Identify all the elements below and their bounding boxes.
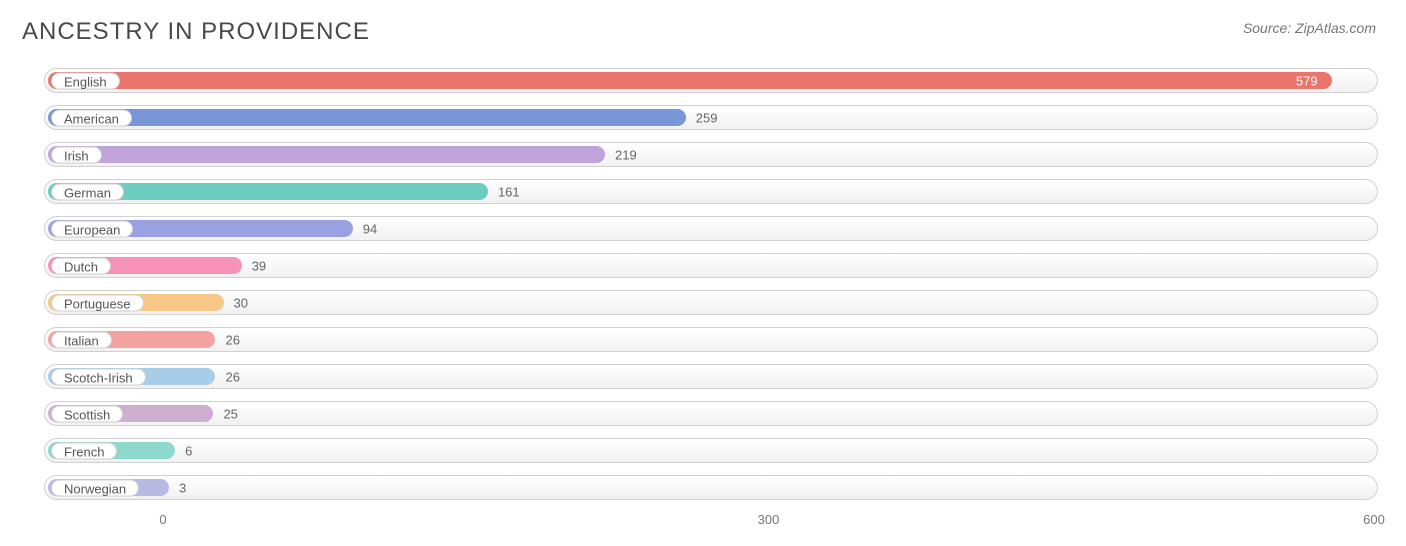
x-axis: 0300600 (44, 512, 1378, 536)
bar-track: German 161 (44, 179, 1378, 204)
bar-inner: Portuguese 30 (48, 294, 1374, 311)
bar-track: Italian 26 (44, 327, 1378, 352)
bar-track: Irish 219 (44, 142, 1378, 167)
bar-label: Scotch-Irish (51, 368, 146, 385)
bar-value: 39 (252, 258, 266, 273)
bar-track: Dutch 39 (44, 253, 1378, 278)
bar-value: 579 (1296, 73, 1318, 88)
bar-inner: Italian 26 (48, 331, 1374, 348)
bar-inner: English 579 (48, 72, 1374, 89)
chart-header: ANCESTRY IN PROVIDENCE Source: ZipAtlas.… (22, 18, 1384, 46)
bar-inner: Scottish 25 (48, 405, 1374, 422)
bar-value: 26 (225, 332, 239, 347)
bar-label: American (51, 109, 132, 126)
chart-title: ANCESTRY IN PROVIDENCE (22, 18, 370, 46)
bar-track: Scottish 25 (44, 401, 1378, 426)
bar-label: German (51, 183, 124, 200)
bar-fill (48, 146, 605, 163)
bar-inner: French 6 (48, 442, 1374, 459)
bar-label: Scottish (51, 405, 123, 422)
bar-label: Portuguese (51, 294, 144, 311)
bar-value: 3 (179, 480, 186, 495)
bar-track: Portuguese 30 (44, 290, 1378, 315)
bar-value: 259 (696, 110, 718, 125)
bar-label: French (51, 442, 117, 459)
bar-inner: American 259 (48, 109, 1374, 126)
bar-label: Norwegian (51, 479, 139, 496)
bar-inner: Norwegian 3 (48, 479, 1374, 496)
bar-label: European (51, 220, 133, 237)
bar-value: 30 (234, 295, 248, 310)
bar-value: 26 (225, 369, 239, 384)
bar-label: Italian (51, 331, 112, 348)
bar-track: American 259 (44, 105, 1378, 130)
axis-tick: 600 (1363, 512, 1385, 527)
chart-source: Source: ZipAtlas.com (1243, 20, 1376, 36)
bar-track: European 94 (44, 216, 1378, 241)
bar-inner: Scotch-Irish 26 (48, 368, 1374, 385)
bar-fill (48, 109, 686, 126)
bar-value: 25 (223, 406, 237, 421)
bar-value: 94 (363, 221, 377, 236)
axis-tick: 0 (159, 512, 166, 527)
bar-inner: German 161 (48, 183, 1374, 200)
bar-value: 6 (185, 443, 192, 458)
ancestry-bar-chart: English 579 American 259 Irish 219 German 161 Eu… (22, 68, 1384, 536)
bar-track: Scotch-Irish 26 (44, 364, 1378, 389)
bar-value: 161 (498, 184, 520, 199)
bar-track: French 6 (44, 438, 1378, 463)
bar-label: Irish (51, 146, 102, 163)
bar-label: Dutch (51, 257, 111, 274)
bar-inner: European 94 (48, 220, 1374, 237)
bar-fill (48, 72, 1332, 89)
bar-inner: Dutch 39 (48, 257, 1374, 274)
bar-label: English (51, 72, 120, 89)
bar-value: 219 (615, 147, 637, 162)
bar-inner: Irish 219 (48, 146, 1374, 163)
bar-track: Norwegian 3 (44, 475, 1378, 500)
axis-tick: 300 (758, 512, 780, 527)
bar-track: English 579 (44, 68, 1378, 93)
